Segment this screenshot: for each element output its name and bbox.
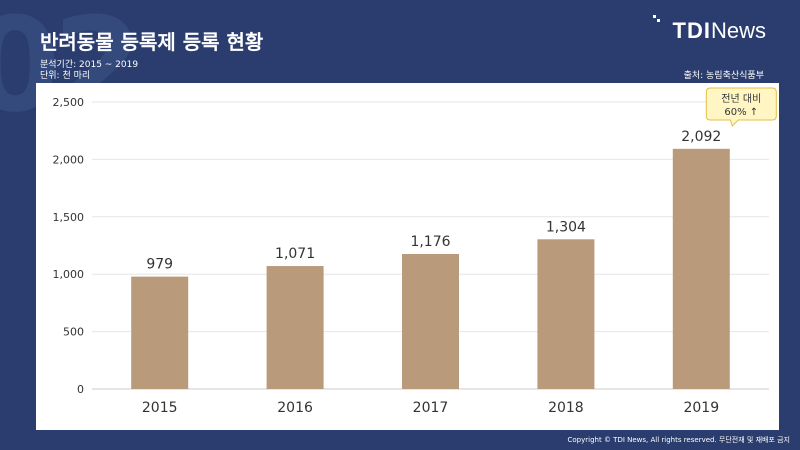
x-tick-label: 2017: [413, 400, 449, 416]
tdi-news-logo: TDINews: [673, 18, 766, 44]
logo-mark-icon: [653, 15, 660, 22]
x-tick-label: 2016: [277, 400, 313, 416]
chart-panel: 0 500 1,000 1,500 2,000 2,500 979 2015 1,071 2016…: [36, 83, 779, 430]
y-tick-label: 2,000: [53, 153, 85, 166]
data-label: 1,304: [546, 219, 586, 235]
unit-label: 단위: 천 마리: [40, 71, 91, 81]
callout-line-1: 전년 대비: [721, 93, 761, 105]
logo-tdi: TDI: [672, 18, 711, 43]
logo-news: News: [710, 18, 766, 43]
y-tick-label: 0: [77, 383, 84, 396]
x-tick-label: 2019: [683, 400, 719, 416]
data-source: 출처: 농림축산식품부: [683, 71, 764, 81]
copyright-footer: Copyright © TDI News, All rights reserve…: [567, 436, 790, 444]
callout-line-2: 60% ↑: [724, 107, 758, 118]
bar: [131, 276, 189, 389]
chart-title: 반려동물 등록제 등록 현황: [40, 30, 264, 54]
x-tick-label: 2018: [548, 400, 584, 416]
data-label: 979: [146, 257, 173, 273]
annotation-callout: [705, 87, 777, 127]
bar: [537, 239, 595, 389]
y-tick-label: 1,500: [53, 211, 85, 224]
data-label: 1,071: [275, 246, 315, 262]
y-tick-label: 1,000: [53, 268, 85, 281]
data-label: 2,092: [681, 129, 721, 145]
y-tick-label: 2,500: [53, 96, 85, 109]
bar: [672, 148, 730, 389]
y-tick-label: 500: [63, 326, 84, 339]
x-tick-label: 2015: [142, 400, 178, 416]
bar-chart: 0 500 1,000 1,500 2,000 2,500 979 2015 1,071 2016…: [53, 87, 777, 416]
bar: [266, 266, 324, 389]
bar: [402, 253, 459, 389]
data-label: 1,176: [410, 234, 450, 250]
analysis-period: 분석기간: 2015 ~ 2019: [40, 60, 139, 70]
